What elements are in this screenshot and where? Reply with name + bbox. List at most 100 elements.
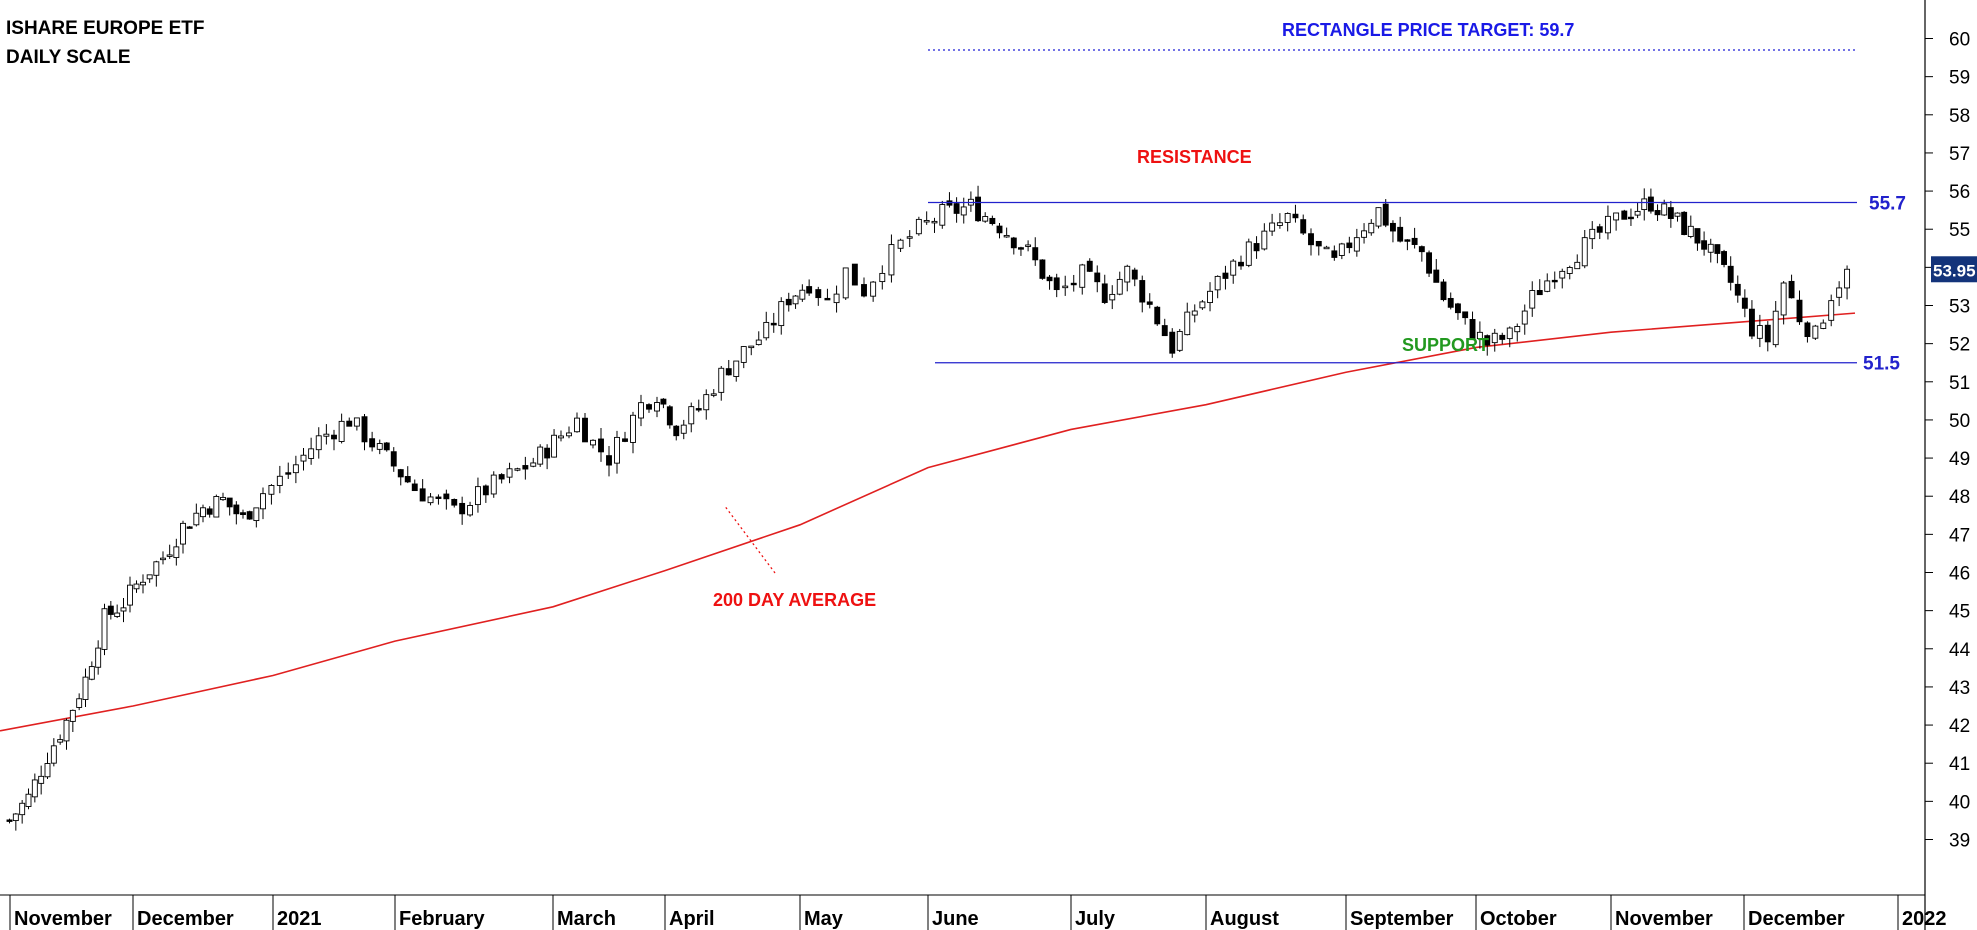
candle (574, 412, 580, 433)
candle (630, 411, 636, 454)
candle (1375, 207, 1382, 229)
candle (1276, 213, 1283, 229)
candle (1613, 212, 1620, 231)
candle (376, 439, 383, 455)
candle (582, 412, 588, 443)
candle (755, 331, 762, 346)
candle (740, 346, 747, 369)
candle (566, 426, 572, 439)
candle (1116, 271, 1123, 296)
candle (1727, 256, 1734, 291)
candle (1544, 273, 1551, 293)
candle (459, 496, 466, 525)
candle (1094, 265, 1101, 293)
candle (1169, 328, 1176, 358)
candle (1284, 212, 1291, 232)
candle (186, 525, 193, 529)
candle (1780, 281, 1787, 325)
y-tick-label: 53 (1949, 297, 1970, 318)
resistance-value-label: 55.7 (1869, 194, 1906, 215)
candle (1536, 279, 1543, 296)
y-tick-label: 40 (1949, 792, 1970, 813)
candle (1506, 326, 1513, 348)
x-tick-label: November (1615, 908, 1713, 930)
y-tick-label: 49 (1949, 449, 1970, 470)
candle (931, 217, 938, 233)
y-tick-label: 56 (1949, 182, 1970, 203)
y-tick-label: 46 (1949, 563, 1970, 584)
candle (1062, 275, 1069, 296)
y-tick-label: 51 (1949, 373, 1970, 394)
candle (1621, 209, 1628, 220)
x-tick-label: April (669, 908, 715, 930)
candle (1230, 258, 1237, 284)
candle (1184, 302, 1191, 336)
candle (268, 484, 275, 505)
candle (1521, 304, 1528, 335)
last-price-badge (1931, 256, 1977, 283)
candle (435, 494, 442, 505)
candle (253, 507, 260, 528)
candle (1764, 321, 1771, 352)
candle (598, 428, 604, 462)
candle (1222, 265, 1229, 290)
candle (220, 492, 226, 501)
candle (923, 211, 930, 225)
candle (260, 487, 266, 520)
candle (1721, 249, 1728, 268)
y-tick-label: 44 (1949, 640, 1971, 661)
candle (443, 489, 450, 510)
candle (967, 191, 974, 212)
candle (276, 465, 283, 494)
candle (1469, 311, 1476, 340)
candle (1820, 319, 1827, 330)
candle (1315, 240, 1322, 256)
candle (1707, 238, 1714, 263)
candle (1079, 263, 1086, 295)
candle (748, 345, 755, 356)
candle (960, 197, 967, 224)
candle (1574, 254, 1581, 270)
candle (193, 503, 200, 527)
candle (1161, 318, 1168, 337)
candle (710, 389, 717, 398)
candle (1559, 268, 1566, 289)
candle (127, 576, 133, 613)
candle (1433, 259, 1440, 283)
candle (1214, 275, 1221, 299)
candle (1581, 230, 1588, 269)
candle (1353, 228, 1360, 257)
candle (1238, 255, 1244, 270)
support-value-label: 51.5 (1863, 354, 1900, 375)
candle (292, 455, 299, 484)
x-tick-label: July (1075, 908, 1116, 930)
candle (1634, 202, 1641, 219)
candle (1418, 245, 1425, 262)
x-tick-label: September (1350, 908, 1454, 930)
candle (785, 292, 792, 312)
candle (530, 457, 537, 468)
price-target-label: RECTANGLE PRICE TARGET: 59.7 (1282, 20, 1574, 40)
candle (12, 813, 19, 831)
candle (1836, 281, 1843, 307)
x-tick-label: June (932, 908, 979, 930)
candle (1462, 311, 1469, 325)
candle (160, 551, 166, 565)
candle (1003, 227, 1010, 238)
moving-average-pointer (723, 504, 776, 574)
support-label: SUPPORT (1402, 335, 1489, 355)
candle (1514, 323, 1521, 342)
candle (107, 600, 114, 620)
candle (25, 788, 32, 810)
candle (861, 277, 867, 298)
candle (1772, 300, 1779, 348)
y-tick-label: 52 (1949, 335, 1970, 356)
candle (1828, 294, 1835, 327)
candle (1454, 302, 1461, 320)
candle (851, 263, 858, 286)
candle (1086, 258, 1093, 273)
x-tick-label: August (1210, 908, 1279, 930)
candle (806, 279, 813, 296)
candle (1667, 200, 1674, 228)
candle (140, 574, 146, 594)
